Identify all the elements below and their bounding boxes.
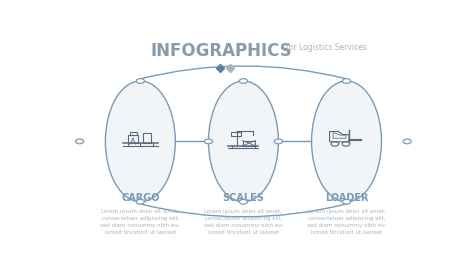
Ellipse shape: [312, 81, 381, 202]
Text: Lorem ipsum dolor sit amet,
consectetuer adipiscing elit,
sed diam nonummy nibh : Lorem ipsum dolor sit amet, consectetuer…: [204, 209, 283, 235]
Text: for Logistics Services: for Logistics Services: [286, 43, 367, 52]
Bar: [231, 132, 241, 136]
Text: CARGO: CARGO: [121, 193, 160, 203]
Circle shape: [239, 199, 247, 204]
Text: Lorem ipsum dolor sit amet,
consectetuer adipiscing elit,
sed diam nonummy nibh : Lorem ipsum dolor sit amet, consectetuer…: [307, 209, 386, 235]
Ellipse shape: [105, 81, 175, 202]
Text: SCALES: SCALES: [222, 193, 265, 203]
Bar: [243, 141, 255, 146]
Circle shape: [204, 139, 212, 144]
Circle shape: [136, 79, 144, 83]
Circle shape: [342, 79, 351, 83]
Text: INFOGRAPHICS: INFOGRAPHICS: [151, 42, 292, 60]
Bar: [128, 135, 138, 143]
Circle shape: [239, 79, 247, 83]
Bar: [130, 132, 137, 135]
Circle shape: [403, 139, 411, 144]
Circle shape: [275, 139, 283, 144]
Circle shape: [136, 199, 144, 204]
Text: LOADER: LOADER: [325, 193, 368, 203]
Text: Lorem ipsum dolor sit amet,
consectetuer adipiscing elit,
sed diam nonummy nibh : Lorem ipsum dolor sit amet, consectetuer…: [101, 209, 180, 235]
Circle shape: [76, 139, 84, 144]
Ellipse shape: [209, 81, 278, 202]
Bar: [143, 133, 152, 143]
Circle shape: [342, 199, 351, 204]
